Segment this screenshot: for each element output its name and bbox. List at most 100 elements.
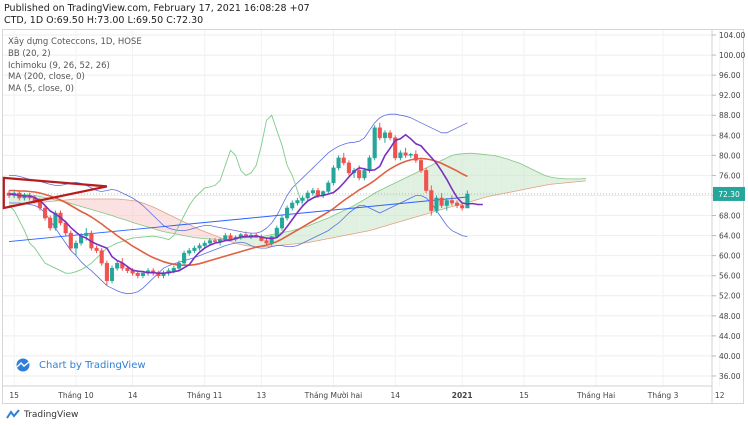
candle-body [455, 202, 460, 206]
x-tick-label: 14 [390, 391, 400, 400]
candle-body [115, 262, 120, 269]
candle-body [269, 236, 274, 244]
candle-body [99, 250, 104, 264]
x-tick-label: 15 [519, 391, 529, 400]
ichimoku-cloud-segment [379, 187, 385, 228]
ichimoku-cloud-segment [122, 199, 128, 221]
ichimoku-cloud-segment [457, 153, 463, 206]
legend-ma200: MA (200, close, 0) [8, 72, 85, 83]
candle-body [68, 232, 73, 249]
ichimoku-cloud-segment [137, 201, 143, 226]
candle-body [187, 250, 192, 254]
candle-body [382, 132, 388, 139]
ichimoku-cloud-segment [472, 153, 478, 201]
candle-body [285, 207, 290, 219]
candle-body [310, 190, 315, 194]
x-tick-label: Tháng 10 [57, 391, 94, 400]
candle-body [264, 240, 269, 244]
y-tick-label: 76.00 [719, 171, 741, 180]
candle-body [460, 205, 465, 209]
ichimoku-cloud-segment [410, 172, 416, 219]
candle-body [388, 132, 393, 139]
candle-body [336, 157, 341, 169]
ichimoku-cloud-segment [184, 222, 190, 237]
candle-body [465, 193, 470, 209]
candle-body [444, 200, 449, 206]
candle-body [403, 152, 408, 156]
candle-body [109, 267, 115, 281]
y-tick-label: 100.00 [719, 51, 745, 60]
x-tick-label: 15 [9, 391, 19, 400]
ma5-line [8, 133, 483, 274]
ichimoku-cloud-segment [148, 204, 154, 229]
ichimoku-cloud-segment [364, 196, 370, 232]
ichimoku-cloud-segment [75, 198, 82, 207]
ichimoku-cloud-segment [297, 227, 303, 244]
candle-body [228, 235, 233, 240]
candle-body [439, 197, 444, 206]
ichimoku-cloud-segment [560, 178, 566, 184]
candle-body [418, 160, 424, 171]
ichimoku-cloud-segment [163, 212, 169, 233]
ichimoku-cloud-segment [307, 224, 313, 243]
candle-body [73, 242, 79, 249]
candle-body [429, 190, 434, 211]
bb-lower-band [9, 195, 468, 295]
tradingview-watermark[interactable]: Chart by TradingView [13, 358, 146, 372]
candle-body [295, 200, 300, 204]
ichimoku-cloud-segment [91, 198, 97, 212]
candle-body [202, 242, 207, 246]
ichimoku-cloud-segment [554, 177, 561, 184]
ichimoku-cloud-segment [354, 202, 360, 234]
legend-ma5: MA (5, close, 0) [8, 84, 74, 95]
y-tick-label: 40.00 [719, 352, 741, 361]
ichimoku-cloud-segment [518, 162, 524, 191]
ichimoku-cloud-segment [493, 155, 499, 196]
tradingview-logo-icon [6, 409, 20, 419]
ichimoku-cloud-segment [487, 154, 494, 197]
ichimoku-span-a [8, 152, 586, 240]
candle-body [104, 262, 109, 281]
candle-body [300, 197, 305, 201]
y-tick-label: 60.00 [719, 252, 741, 261]
ichimoku-cloud-segment [400, 177, 406, 222]
x-tick-label: 14 [128, 391, 138, 400]
legend-bb: BB (20, 2) [8, 48, 51, 59]
y-tick-label: 96.00 [719, 71, 741, 80]
ichimoku-cloud-segment [570, 178, 576, 183]
candle-body [315, 190, 321, 196]
ichimoku-cloud-segment [199, 229, 205, 239]
ichimoku-cloud-segment [132, 200, 138, 225]
ichimoku-span-b [8, 180, 586, 247]
y-tick-label: 36.00 [719, 372, 741, 381]
candle-body [434, 197, 439, 211]
ichimoku-cloud-segment [498, 156, 504, 195]
last-price-label: 72.30 [718, 190, 740, 199]
candle-body [274, 227, 279, 237]
candle-body [393, 137, 398, 159]
candle-body [362, 170, 367, 179]
candle-body [331, 167, 336, 184]
ichimoku-cloud-segment [209, 233, 215, 240]
y-tick-label: 84.00 [719, 131, 741, 140]
ichimoku-cloud-segment [544, 175, 550, 186]
footer-brand[interactable]: TradingView [6, 409, 78, 420]
candle-body [94, 247, 99, 251]
candle-body [197, 245, 202, 249]
candle-body [279, 217, 285, 229]
published-line: Published on TradingView.com, February 1… [4, 3, 310, 14]
ichimoku-cloud-segment [343, 208, 349, 236]
y-tick-label: 80.00 [719, 151, 741, 160]
x-tick-label: 12 [715, 391, 725, 400]
candle-body [176, 262, 182, 269]
y-tick-label: 88.00 [719, 111, 741, 120]
x-tick-label: Tháng Mười hai [304, 391, 363, 400]
candle-body [367, 157, 372, 171]
candle-body [135, 272, 140, 276]
ichimoku-cloud-segment [96, 198, 102, 213]
y-tick-label: 68.00 [719, 212, 741, 221]
triangle-pattern [2, 176, 108, 210]
ichimoku-cloud-segment [101, 198, 107, 215]
ichimoku-cloud-segment [81, 198, 87, 208]
